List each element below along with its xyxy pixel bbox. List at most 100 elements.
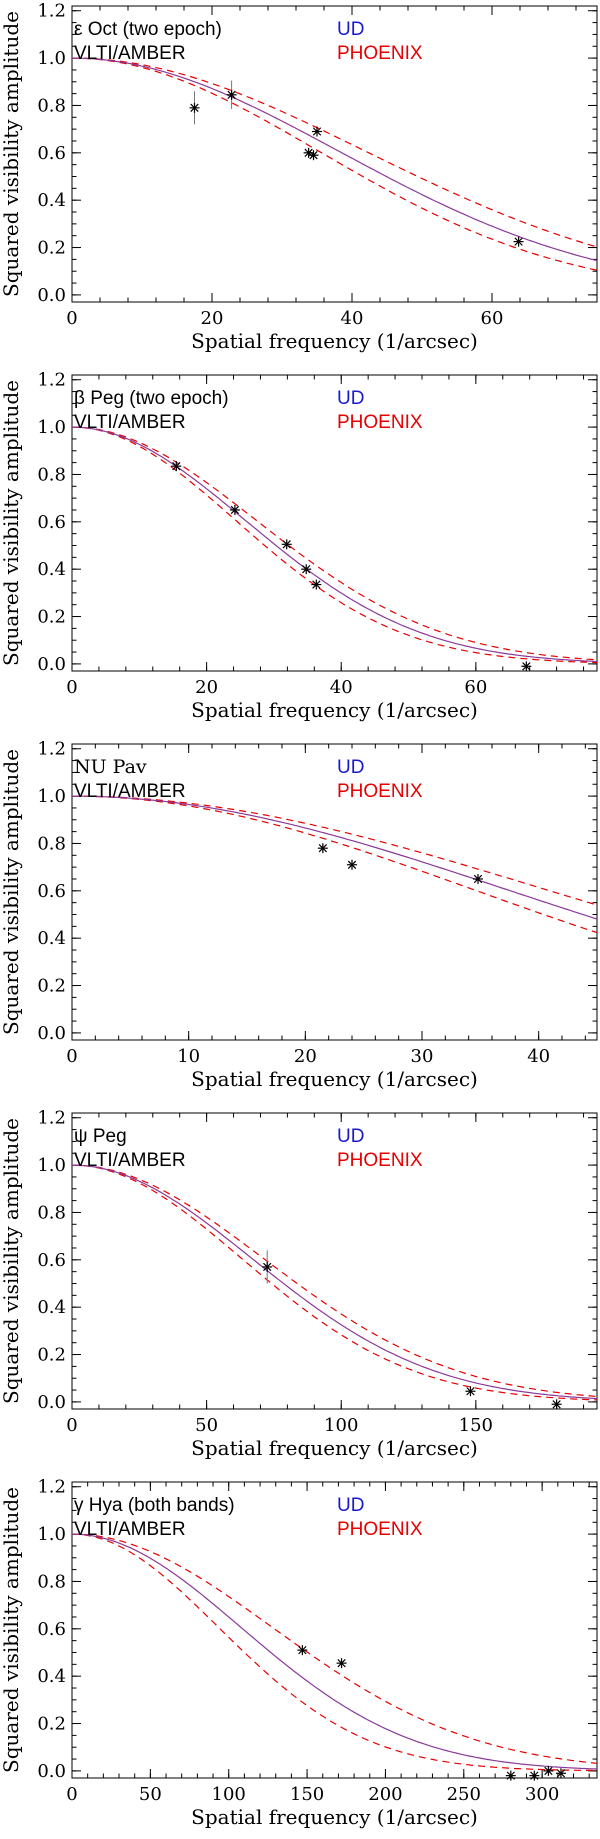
- data-point-marker: [312, 580, 321, 589]
- legend-phoenix: PHOENIX: [337, 43, 423, 64]
- data-point: [262, 1250, 273, 1284]
- y-tick-label: 0.6: [37, 143, 66, 164]
- x-tick-label: 40: [341, 308, 364, 329]
- data-point: [529, 1770, 540, 1781]
- y-tick-label: 0.2: [37, 238, 66, 259]
- x-tick-label: 20: [195, 677, 218, 698]
- data-point-marker: [473, 874, 483, 884]
- data-point: [311, 579, 322, 590]
- data-point: [226, 80, 237, 110]
- plot-frame: [71, 1481, 598, 1779]
- y-tick-label: 1.0: [37, 417, 66, 438]
- y-axis-label: Squared visibility amplitude: [0, 749, 23, 1035]
- plot-frame: [71, 5, 598, 303]
- y-tick-label: 0.8: [37, 833, 66, 854]
- legend-ud: UD: [337, 388, 364, 409]
- phoenix-lower-bound-line: [71, 1533, 597, 1772]
- x-axis-label: Spatial frequency (1/arcsec): [191, 329, 478, 353]
- y-axis-label: Squared visibility amplitude: [0, 11, 23, 297]
- y-tick-label: 0.0: [37, 654, 66, 675]
- data-point: [171, 461, 182, 472]
- plot-frame: [71, 374, 598, 672]
- plot-frame: [71, 743, 598, 1041]
- data-point-marker: [312, 127, 322, 136]
- data-point: [465, 1386, 476, 1397]
- data-point-marker: [282, 540, 291, 549]
- phoenix-upper-bound-line: [72, 795, 598, 906]
- panel-gamma-hya: 0 50 100 150 200 250 300 0.0 0.2 0.4 0.6 0.8 1.0 1.2 S…: [0, 1477, 598, 1829]
- x-tick-label: 0: [66, 677, 77, 698]
- x-tick-label: 150: [459, 1415, 493, 1436]
- ud-model-line: [72, 795, 598, 920]
- y-tick-label: 1.2: [37, 370, 66, 391]
- phoenix-upper-bound-line: [72, 1533, 598, 1764]
- instrument-label: VLTI/AMBER: [74, 412, 186, 433]
- data-point: [336, 1658, 347, 1669]
- x-tick-label: 20: [294, 1046, 317, 1067]
- y-tick-label: 0.2: [37, 976, 66, 997]
- y-tick-label: 0.0: [37, 1392, 66, 1413]
- data-point: [297, 1645, 308, 1656]
- x-tick-label: 150: [290, 1784, 324, 1805]
- x-tick-label: 60: [481, 308, 504, 329]
- y-tick-label: 1.0: [37, 786, 66, 807]
- data-point: [229, 504, 240, 515]
- y-tick-label: 0.2: [37, 1345, 66, 1366]
- y-tick-label: 0.6: [37, 1619, 66, 1640]
- data-point-marker: [304, 148, 313, 157]
- data-point: [473, 873, 483, 884]
- data-point-marker: [556, 1769, 566, 1778]
- data-point-marker: [506, 1771, 515, 1780]
- y-tick-label: 0.2: [37, 607, 66, 628]
- y-tick-label: 0.8: [37, 464, 66, 485]
- legend-ud: UD: [337, 757, 364, 778]
- ud-model-line: [72, 1164, 598, 1400]
- data-point-marker: [522, 662, 531, 671]
- star-name-label: NU Pav: [74, 756, 147, 778]
- phoenix-upper-bound-line: [72, 426, 598, 661]
- y-axis-label: Squared visibility amplitude: [0, 1487, 23, 1773]
- data-point: [317, 843, 328, 854]
- y-tick-label: 1.0: [37, 1524, 66, 1545]
- x-tick-label: 200: [368, 1784, 402, 1805]
- y-tick-label: 1.2: [37, 1, 66, 22]
- legend-phoenix: PHOENIX: [337, 1519, 423, 1540]
- x-tick-label: 250: [447, 1784, 481, 1805]
- y-axis-label: Squared visibility amplitude: [0, 1118, 23, 1404]
- panel-eps-oct: 0 20 40 60 0.0 0.2 0.4 0.6 0.8 1.0 1.2 Spatial freq…: [0, 1, 598, 353]
- y-tick-label: 0.6: [37, 1250, 66, 1271]
- data-point-marker: [347, 860, 357, 869]
- data-point-marker: [298, 1645, 307, 1655]
- data-point-marker: [263, 1262, 272, 1272]
- x-tick-label: 0: [66, 1415, 77, 1436]
- y-tick-label: 0.4: [37, 559, 66, 580]
- x-axis-label: Spatial frequency (1/arcsec): [191, 1067, 478, 1091]
- x-axis-label: Spatial frequency (1/arcsec): [191, 1436, 478, 1460]
- legend-ud: UD: [337, 1126, 364, 1147]
- data-point: [301, 564, 312, 575]
- ud-model-line: [72, 426, 598, 663]
- x-tick-label: 40: [527, 1046, 550, 1067]
- data-point-marker: [544, 1766, 553, 1776]
- x-tick-label: 50: [139, 1784, 162, 1805]
- y-tick-label: 1.0: [37, 1155, 66, 1176]
- x-tick-label: 100: [324, 1415, 358, 1436]
- instrument-label: VLTI/AMBER: [74, 1519, 186, 1540]
- data-point: [281, 539, 292, 550]
- data-point: [189, 91, 200, 125]
- legend-phoenix: PHOENIX: [337, 1150, 423, 1171]
- instrument-label: VLTI/AMBER: [74, 43, 186, 64]
- panel-psi-peg: 0 50 100 150 0.0 0.2 0.4 0.6 0.8 1.0 1.2 Spatial fr…: [0, 1108, 598, 1460]
- x-axis-label: Spatial frequency (1/arcsec): [191, 698, 478, 722]
- x-tick-label: 30: [411, 1046, 434, 1067]
- data-point-marker: [530, 1771, 539, 1780]
- instrument-label: VLTI/AMBER: [74, 1150, 186, 1171]
- data-point: [555, 1768, 566, 1779]
- x-tick-label: 20: [201, 308, 224, 329]
- y-tick-label: 1.2: [37, 1108, 66, 1129]
- y-tick-label: 0.4: [37, 928, 66, 949]
- data-point: [347, 859, 357, 870]
- y-tick-label: 0.4: [37, 190, 66, 211]
- y-tick-label: 1.0: [37, 48, 66, 69]
